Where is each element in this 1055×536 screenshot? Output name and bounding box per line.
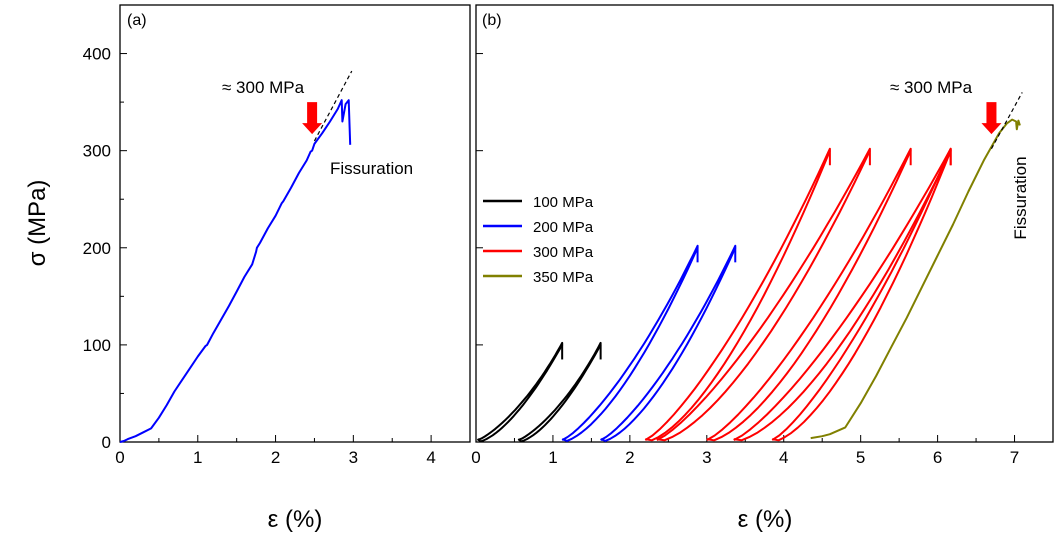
panel-a-frame [119,4,471,443]
panel-a-ytick-label: 200 [83,239,111,258]
panel-a-xtick-label: 4 [426,448,435,467]
panel-b-frame [475,4,1054,443]
panel-a-xlabel: ε (%) [268,506,323,533]
panel-a-ticks: 0 1 2 3 4 0 100 200 300 400 [83,45,436,467]
panel-b-xtick-label: 3 [702,448,711,467]
panel-b-xtick-label: 2 [625,448,634,467]
panel-a-label: (a) [127,12,147,29]
panel-a-xtick-label: 2 [271,448,280,467]
panel-b-series-2-cycle-4 [771,147,952,442]
panel-a-xtick-label: 1 [193,448,202,467]
panel-a-plot: ≈ 300 MPa Fissuration [119,70,413,443]
panel-a-annotation-stress: ≈ 300 MPa [222,78,305,97]
panel-b-annotation-fissuration: Fissuration [1011,156,1030,239]
panel-b-series-2-cycle-1 [656,147,871,442]
panel-b-series-1-cycle-1 [600,244,737,442]
legend-label-0: 100 MPa [533,194,594,211]
panel-b-label: (b) [482,12,502,29]
panel-b-xtick-label: 5 [856,448,865,467]
panel-b-series-2-cycle-2 [706,147,912,442]
panel-b-xlabel: ε (%) [738,506,793,533]
panel-a: (a) ε (%) σ (MPa) 0 1 2 3 4 0 100 200 300 400 ≈ 3… [24,4,471,533]
panel-a-ytick-label: 100 [83,336,111,355]
legend-label-2: 300 MPa [533,244,594,261]
panel-a-ylabel: σ (MPa) [24,180,51,267]
panel-a-xtick-label: 3 [349,448,358,467]
panel-b-xtick-label: 1 [548,448,557,467]
panel-a-series-line [119,99,352,443]
panel-b-series-2-cycle-0 [644,147,831,442]
panel-b-arrow-icon [981,102,1002,135]
panel-a-annotation-fissuration: Fissuration [330,159,413,178]
panel-b-plot: ≈ 300 MPa Fissuration [476,78,1030,443]
panel-a-arrow-icon [302,102,323,135]
panel-a-ytick-label: 0 [102,433,111,452]
panel-b-annotation-stress: ≈ 300 MPa [890,78,973,97]
panel-b-series-3-line [810,118,1021,440]
panel-a-ytick-label: 300 [83,142,111,161]
panel-b-tangent-line [990,92,1023,150]
panel-b-series-1-cycle-0 [561,244,699,442]
panel-b-xtick-label: 0 [471,448,480,467]
panel-b-xtick-label: 6 [933,448,942,467]
panel-a-xtick-label: 0 [115,448,124,467]
legend-label-3: 350 MPa [533,269,594,286]
panel-b-series-0-cycle-0 [476,341,564,443]
panel-b-ticks: 0 1 2 3 4 5 6 7 [471,53,1019,467]
panel-a-ytick-label: 400 [83,45,111,64]
panel-b-xtick-label: 7 [1010,448,1019,467]
panel-a-tangent-line [313,70,353,142]
panel-b-legend: 100 MPa 200 MPa 300 MPa 350 MPa [483,194,594,286]
panel-b-series-0-cycle-1 [517,341,602,443]
legend-label-1: 200 MPa [533,219,594,236]
panel-b-xtick-label: 4 [779,448,788,467]
